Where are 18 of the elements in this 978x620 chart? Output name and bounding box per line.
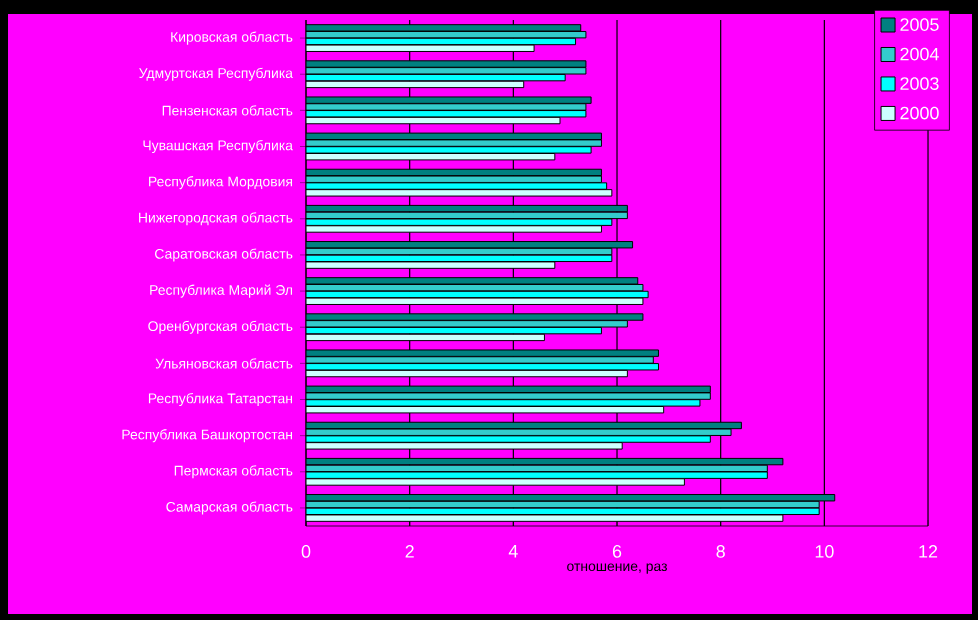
x-tick-label: 12 bbox=[919, 545, 938, 558]
x-tick-label: 10 bbox=[815, 545, 834, 558]
x-tick-label: 6 bbox=[612, 545, 622, 558]
legend-label: 2005 bbox=[900, 18, 939, 31]
x-tick-label: 8 bbox=[716, 545, 725, 558]
bar bbox=[306, 60, 587, 68]
legend-label: 2004 bbox=[900, 47, 939, 61]
bar bbox=[306, 313, 644, 321]
x-tick-label: 0 bbox=[301, 545, 311, 558]
bar bbox=[306, 356, 654, 364]
legend-label: 2003 bbox=[900, 77, 939, 90]
legend-label: 2000 bbox=[900, 106, 939, 120]
x-tick-label: 2 bbox=[405, 545, 414, 558]
bar bbox=[306, 182, 608, 190]
bar bbox=[306, 478, 685, 486]
bar bbox=[306, 103, 587, 111]
x-tick-label: 4 bbox=[508, 545, 518, 558]
bar bbox=[306, 225, 602, 233]
